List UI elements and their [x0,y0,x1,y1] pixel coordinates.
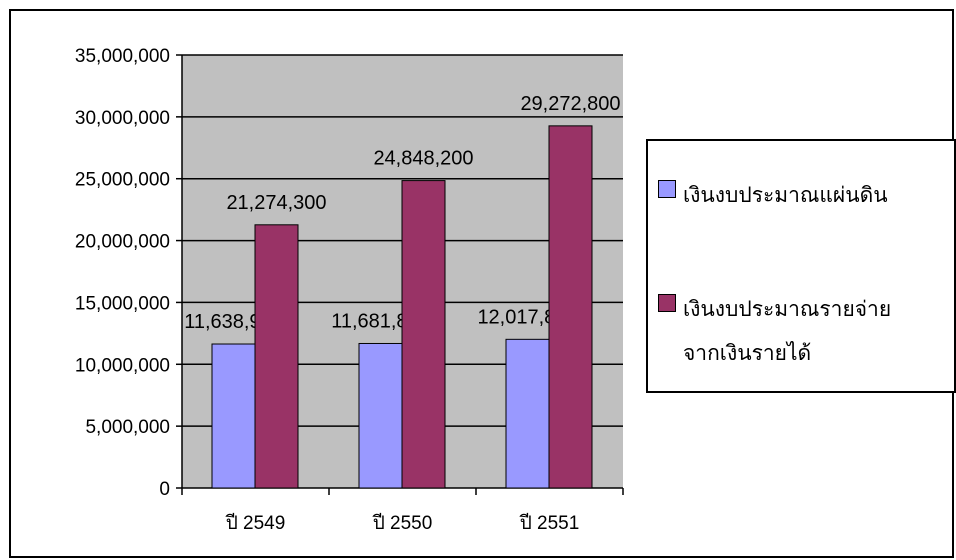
y-tick-label: 15,000,000 [75,293,170,314]
y-tick-label: 10,000,000 [75,355,170,376]
data-label-series-2-3: 29,272,800 [520,93,620,115]
y-tick-label: 30,000,000 [75,108,170,129]
legend-label-series-1: เงินงบประมาณแผ่นดิน [683,183,888,207]
legend-swatch-series-2 [658,294,676,312]
data-label-series-2-1: 21,274,300 [226,192,326,214]
bar-series-1-1 [211,343,256,489]
legend-swatch-series-1 [658,180,676,198]
data-label-series-2-2: 24,848,200 [373,148,473,170]
y-tick-label: 25,000,000 [75,170,170,191]
legend: เงินงบประมาณแผ่นดิน เงินงบประมาณรายจ่าย … [646,139,956,393]
bar-series-1-2 [358,342,403,489]
y-tick-label: 5,000,000 [85,417,170,438]
x-category-label: ปี 2550 [372,512,432,534]
bar-series-2-1 [254,224,299,489]
bar-series-2-3 [548,125,593,489]
legend-label-series-2: เงินงบประมาณรายจ่าย จากเงินรายได้ [683,297,892,365]
y-tick-label: 35,000,000 [75,46,170,67]
legend-item-series-1: เงินงบประมาณแผ่นดิน [658,173,888,217]
y-tick-label: 0 [159,479,170,500]
bar-series-1-3 [505,338,550,489]
y-tick-label: 20,000,000 [75,232,170,253]
legend-item-series-2: เงินงบประมาณรายจ่าย จากเงินรายได้ [658,287,891,375]
bar-series-2-2 [401,180,446,489]
x-category-label: ปี 2551 [519,512,579,534]
x-category-label: ปี 2549 [225,512,285,534]
